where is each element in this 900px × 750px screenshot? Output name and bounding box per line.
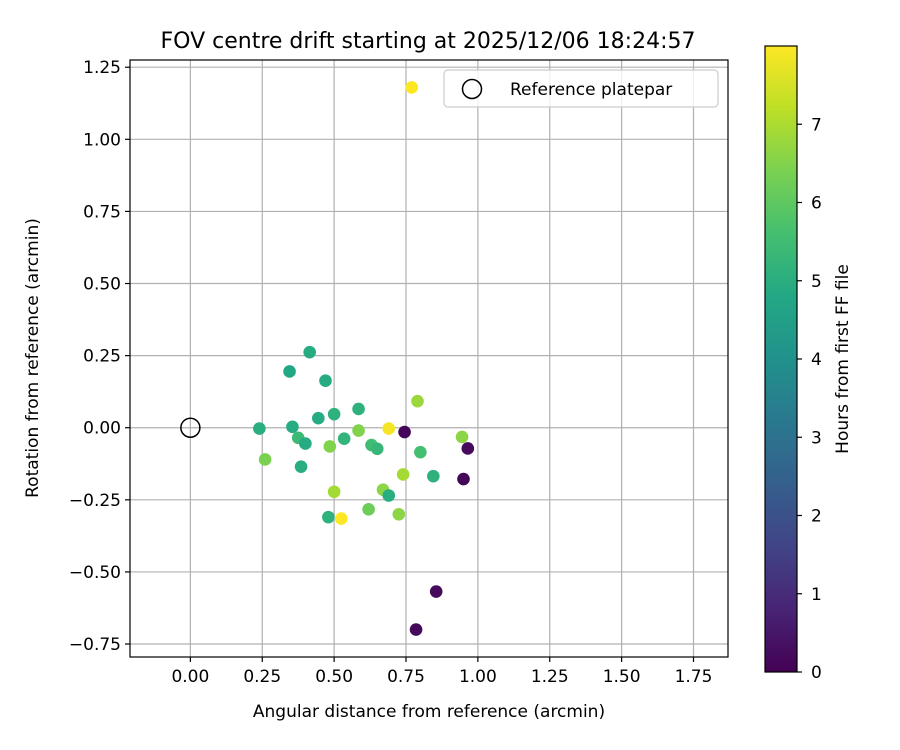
x-tick-label: 1.75 — [675, 667, 713, 687]
scatter-point — [327, 485, 341, 499]
scatter-point — [312, 411, 325, 425]
scatter-point — [299, 437, 312, 450]
colorbar-tick-label: 2 — [811, 507, 822, 527]
colorbar-ticks: 0 1 2 3 4 5 6 7 — [797, 115, 822, 683]
legend: Reference platepar — [443, 69, 719, 108]
scatter-point — [455, 430, 469, 444]
scatter-point — [370, 442, 384, 456]
y-tick-label: 1.25 — [83, 58, 121, 78]
scatter-series — [253, 81, 475, 636]
scatter-point — [286, 420, 299, 434]
scatter-point — [323, 440, 337, 453]
reference-platepar-marker — [180, 417, 201, 438]
scatter-point — [303, 345, 316, 359]
y-tick-label: 1.00 — [83, 130, 121, 150]
chart-title: FOV centre drift starting at 2025/12/06 … — [161, 29, 696, 54]
plot-frame — [129, 59, 729, 658]
colorbar-tick-label: 7 — [811, 115, 822, 135]
x-tick-label: 1.00 — [459, 667, 497, 687]
colorbar-tick-label: 5 — [811, 272, 822, 292]
scatter-point — [396, 468, 410, 481]
scatter-point — [327, 407, 341, 421]
y-tick-label: −0.50 — [69, 563, 121, 583]
scatter-point — [427, 469, 440, 483]
scatter-point — [411, 394, 424, 408]
colorbar-tick-label: 0 — [811, 663, 822, 683]
legend-marker-reference — [461, 78, 483, 100]
colorbar-tick-label: 4 — [811, 350, 822, 370]
scatter-point — [322, 510, 335, 524]
colorbar-label: Hours from first FF file — [833, 264, 853, 454]
scatter-point — [405, 81, 419, 94]
scatter-point — [352, 402, 365, 416]
y-axis-label: Rotation from reference (arcmin) — [23, 218, 43, 498]
grid — [130, 60, 728, 657]
scatter-point — [409, 623, 423, 636]
x-tick-label: 0.50 — [315, 667, 353, 687]
x-tick-label: 0.75 — [387, 667, 425, 687]
scatter-point — [352, 424, 365, 437]
x-tick-label: 1.50 — [603, 667, 641, 687]
scatter-point — [461, 442, 475, 455]
x-tick-label: 0.00 — [171, 667, 209, 687]
scatter-point — [362, 503, 375, 516]
scatter-point — [258, 453, 272, 466]
reference-layer — [180, 417, 201, 438]
scatter-point — [335, 512, 348, 525]
scatter-point — [382, 489, 396, 502]
y-tick-label: 0.50 — [83, 275, 121, 295]
legend-box — [443, 69, 719, 108]
scatter-point — [319, 374, 332, 388]
colorbar-tick-label: 3 — [811, 428, 822, 448]
y-tick-label: 0.00 — [83, 419, 121, 439]
y-tick-label: −0.25 — [69, 491, 121, 511]
scatter-point — [337, 432, 351, 445]
scatter-point — [294, 460, 308, 473]
scatter-point — [253, 422, 266, 435]
colorbar: 0 1 2 3 4 5 6 7 Hours from first FF file — [764, 45, 853, 683]
scatter-point — [429, 585, 443, 598]
x-tick-label: 1.25 — [531, 667, 569, 687]
colorbar-gradient — [764, 45, 798, 673]
scatter-point — [382, 422, 396, 435]
colorbar-tick-label: 6 — [811, 194, 822, 214]
axis-ticks: 0.00 0.25 0.50 0.75 1.00 1.25 1.50 1.75 1.25 1.00… — [69, 58, 713, 687]
scatter-point — [398, 425, 411, 439]
scatter-point — [414, 445, 427, 459]
x-axis-label: Angular distance from reference (arcmin) — [253, 702, 605, 722]
scatter-point — [283, 365, 296, 378]
x-tick-label: 0.25 — [243, 667, 281, 687]
y-tick-label: −0.75 — [69, 635, 121, 655]
y-tick-label: 0.25 — [83, 347, 121, 367]
scatter-point — [392, 507, 406, 521]
legend-label-reference: Reference platepar — [510, 80, 672, 100]
scatter-point — [457, 472, 470, 486]
colorbar-tick-label: 1 — [811, 585, 822, 605]
y-tick-label: 0.75 — [83, 202, 121, 222]
